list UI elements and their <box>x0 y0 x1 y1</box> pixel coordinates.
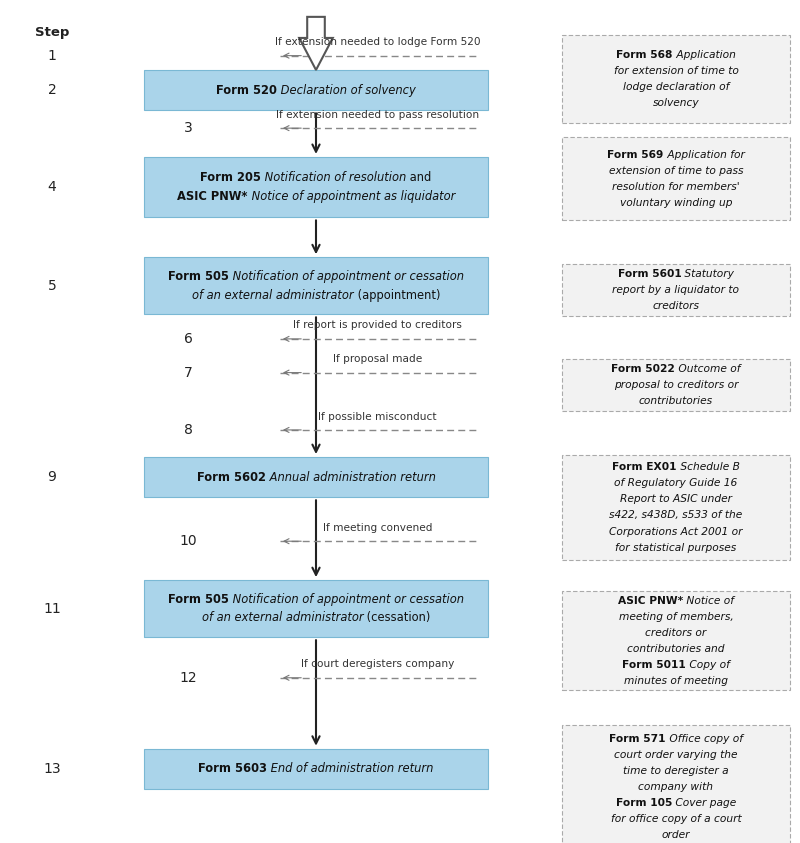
FancyBboxPatch shape <box>562 591 790 690</box>
Text: (appointment): (appointment) <box>354 288 440 302</box>
Text: solvency: solvency <box>653 99 699 108</box>
Text: voluntary winding up: voluntary winding up <box>620 198 732 207</box>
Text: 12: 12 <box>179 671 197 685</box>
Text: Application: Application <box>673 51 736 60</box>
Text: Corporations Act 2001 or: Corporations Act 2001 or <box>610 527 742 536</box>
Text: for extension of time to: for extension of time to <box>614 67 738 76</box>
Text: 2: 2 <box>48 83 56 97</box>
FancyBboxPatch shape <box>144 457 488 497</box>
Text: Step: Step <box>35 25 69 39</box>
Text: Form 568: Form 568 <box>616 51 673 60</box>
Text: If report is provided to creditors: If report is provided to creditors <box>293 320 462 330</box>
Text: creditors: creditors <box>653 301 699 311</box>
Text: of an external administrator: of an external administrator <box>202 611 363 625</box>
Text: Form 5011: Form 5011 <box>622 660 686 669</box>
Text: proposal to creditors or: proposal to creditors or <box>614 380 738 390</box>
Text: company with: company with <box>638 782 714 792</box>
Polygon shape <box>299 17 333 70</box>
Text: Notice of: Notice of <box>683 596 734 605</box>
FancyBboxPatch shape <box>144 749 488 789</box>
Text: Form 520: Form 520 <box>216 83 277 97</box>
Text: If extension needed to lodge Form 520: If extension needed to lodge Form 520 <box>274 37 481 47</box>
Text: minutes of meeting: minutes of meeting <box>624 676 728 685</box>
Text: Schedule B: Schedule B <box>677 463 740 472</box>
FancyBboxPatch shape <box>562 35 790 123</box>
FancyBboxPatch shape <box>562 359 790 411</box>
Text: for office copy of a court: for office copy of a court <box>610 814 742 824</box>
Text: Office copy of: Office copy of <box>666 734 742 744</box>
Text: Form 5602: Form 5602 <box>197 470 266 484</box>
Text: If extension needed to pass resolution: If extension needed to pass resolution <box>276 110 479 120</box>
Text: ASIC PNW*: ASIC PNW* <box>618 596 683 605</box>
Text: If court deregisters company: If court deregisters company <box>301 659 454 669</box>
Text: court order varying the: court order varying the <box>614 750 738 760</box>
Text: Form 505: Form 505 <box>168 270 229 283</box>
Text: 13: 13 <box>43 762 61 776</box>
Text: Notice of appointment as liquidator: Notice of appointment as liquidator <box>247 190 455 203</box>
Text: extension of time to pass: extension of time to pass <box>609 166 743 175</box>
Text: s422, s438D, s533 of the: s422, s438D, s533 of the <box>610 511 742 520</box>
Text: Form EX01: Form EX01 <box>612 463 677 472</box>
Text: Form 5022: Form 5022 <box>611 364 675 374</box>
Text: If possible misconduct: If possible misconduct <box>318 411 437 422</box>
Text: of Regulatory Guide 16: of Regulatory Guide 16 <box>614 479 738 488</box>
Text: End of administration return: End of administration return <box>267 762 434 776</box>
Text: Notification of appointment or cessation: Notification of appointment or cessation <box>229 593 464 606</box>
Text: Form 505: Form 505 <box>168 593 229 606</box>
Text: 3: 3 <box>184 121 192 135</box>
Text: report by a liquidator to: report by a liquidator to <box>613 285 739 295</box>
Text: Form 105: Form 105 <box>616 798 672 808</box>
Text: Form 205: Form 205 <box>200 171 261 185</box>
Text: resolution for members': resolution for members' <box>612 182 740 191</box>
Text: meeting of members,: meeting of members, <box>618 612 734 621</box>
FancyBboxPatch shape <box>562 137 790 220</box>
Text: 7: 7 <box>184 366 192 379</box>
Text: 11: 11 <box>43 602 61 615</box>
Text: 1: 1 <box>47 49 57 62</box>
Text: time to deregister a: time to deregister a <box>623 766 729 776</box>
Text: of an external administrator: of an external administrator <box>192 288 354 302</box>
Text: for statistical purposes: for statistical purposes <box>615 543 737 552</box>
Text: Form 5601: Form 5601 <box>618 269 682 279</box>
Text: and: and <box>406 171 432 185</box>
Text: 9: 9 <box>47 470 57 484</box>
Text: 4: 4 <box>48 180 56 194</box>
Text: creditors or: creditors or <box>646 628 706 637</box>
Text: If meeting convened: If meeting convened <box>323 523 432 533</box>
Text: Form 569: Form 569 <box>607 150 664 159</box>
Text: 10: 10 <box>179 534 197 548</box>
FancyBboxPatch shape <box>144 70 488 110</box>
FancyBboxPatch shape <box>562 264 790 316</box>
Text: (cessation): (cessation) <box>363 611 430 625</box>
Text: 5: 5 <box>48 279 56 293</box>
FancyBboxPatch shape <box>144 157 488 217</box>
Text: Copy of: Copy of <box>686 660 730 669</box>
FancyBboxPatch shape <box>562 455 790 560</box>
Text: 8: 8 <box>183 423 193 437</box>
Text: Application for: Application for <box>664 150 745 159</box>
Text: Notification of resolution: Notification of resolution <box>261 171 406 185</box>
Text: Form 571: Form 571 <box>610 734 666 744</box>
Text: lodge declaration of: lodge declaration of <box>623 83 729 92</box>
Text: order: order <box>662 830 690 840</box>
Text: Annual administration return: Annual administration return <box>266 470 435 484</box>
Text: Statutory: Statutory <box>682 269 734 279</box>
Text: If proposal made: If proposal made <box>333 354 422 364</box>
Text: Notification of appointment or cessation: Notification of appointment or cessation <box>229 270 464 283</box>
FancyBboxPatch shape <box>562 725 790 843</box>
FancyBboxPatch shape <box>144 580 488 637</box>
Text: Declaration of solvency: Declaration of solvency <box>277 83 416 97</box>
Text: Report to ASIC under: Report to ASIC under <box>620 495 732 504</box>
Text: ASIC PNW*: ASIC PNW* <box>177 190 247 203</box>
Text: Form 5603: Form 5603 <box>198 762 267 776</box>
Text: 6: 6 <box>183 332 193 346</box>
Text: Cover page: Cover page <box>672 798 736 808</box>
Text: contributories and: contributories and <box>627 644 725 653</box>
Text: Outcome of: Outcome of <box>675 364 741 374</box>
FancyBboxPatch shape <box>144 257 488 314</box>
Text: contributories: contributories <box>639 396 713 406</box>
